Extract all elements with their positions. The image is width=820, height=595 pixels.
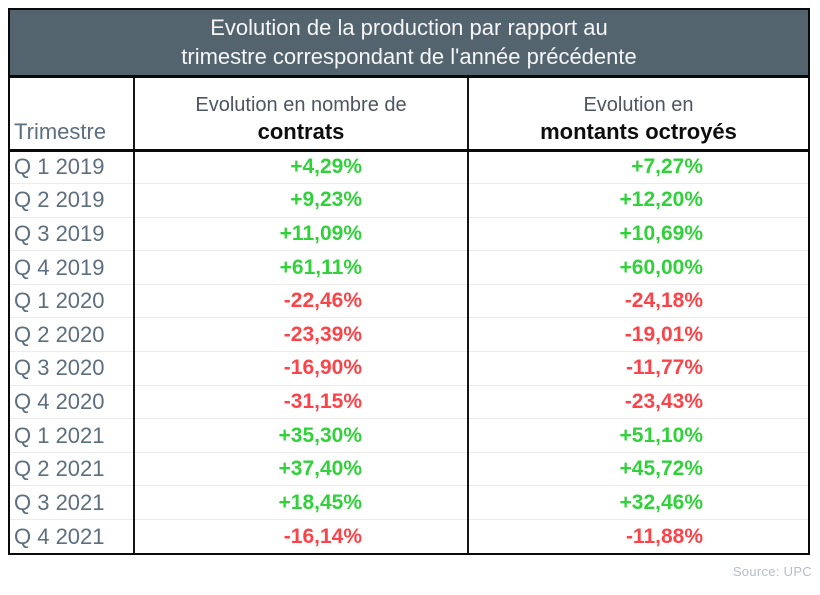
contrats-value-cell: +9,23% bbox=[133, 183, 468, 218]
contrats-value-cell: +37,40% bbox=[133, 451, 468, 486]
table-row: Q 1 2019 +4,29% +7,27% bbox=[10, 150, 808, 184]
trimestre-cell: Q 3 2021 bbox=[10, 485, 134, 520]
contrats-value-cell: -16,90% bbox=[133, 351, 468, 386]
trimestre-cell: Q 4 2019 bbox=[10, 250, 134, 285]
trimestre-cell: Q 4 2020 bbox=[10, 384, 134, 419]
column-header-montants-bold: montants octroyés bbox=[540, 118, 737, 144]
contrats-value-cell: +4,29% bbox=[133, 150, 468, 184]
contrats-value-cell: +61,11% bbox=[133, 250, 468, 285]
contrats-value-cell: -22,46% bbox=[133, 283, 468, 318]
montants-value-cell: +51,10% bbox=[467, 418, 808, 453]
table-title-line1: Evolution de la production par rapport a… bbox=[210, 15, 608, 40]
montants-value-cell: -24,18% bbox=[467, 283, 808, 318]
table-row: Q 1 2020 -22,46% -24,18% bbox=[10, 283, 808, 318]
montants-value-cell: -23,43% bbox=[467, 384, 808, 419]
column-header-montants-top: Evolution en bbox=[583, 93, 694, 116]
column-header-contrats-top: Evolution en nombre de bbox=[195, 93, 407, 116]
table-row: Q 3 2019 +11,09% +10,69% bbox=[10, 216, 808, 251]
column-header-trimestre: Trimestre bbox=[10, 78, 134, 152]
montants-value-cell: +60,00% bbox=[467, 250, 808, 285]
montants-value-cell: +10,69% bbox=[467, 216, 808, 251]
table-row: Q 2 2019 +9,23% +12,20% bbox=[10, 183, 808, 218]
contrats-value-cell: -16,14% bbox=[133, 519, 468, 554]
contrats-value-cell: +35,30% bbox=[133, 418, 468, 453]
trimestre-cell: Q 3 2020 bbox=[10, 351, 134, 386]
evolution-table: Trimestre Evolution en nombre de contrat… bbox=[10, 78, 808, 554]
trimestre-cell: Q 4 2021 bbox=[10, 519, 134, 554]
contrats-value-cell: +11,09% bbox=[133, 216, 468, 251]
contrats-value-cell: -31,15% bbox=[133, 384, 468, 419]
trimestre-cell: Q 1 2019 bbox=[14, 154, 105, 180]
montants-value-cell: +12,20% bbox=[467, 183, 808, 218]
table-row: Q 4 2019 +61,11% +60,00% bbox=[10, 250, 808, 285]
table-row: Q 3 2021 +18,45% +32,46% bbox=[10, 485, 808, 520]
trimestre-cell: Q 2 2021 bbox=[10, 451, 134, 486]
table-row: Q 3 2020 -16,90% -11,77% bbox=[10, 351, 808, 386]
table-row: Q 1 2021 +35,30% +51,10% bbox=[10, 418, 808, 453]
trimestre-cell: Q 1 2020 bbox=[10, 283, 134, 318]
column-header-contrats: Evolution en nombre de contrats bbox=[133, 78, 468, 152]
table-row: Q 4 2021 -16,14% -11,88% bbox=[10, 519, 808, 554]
header-row: Trimestre Evolution en nombre de contrat… bbox=[10, 78, 808, 152]
trimestre-cell: Q 2 2019 bbox=[10, 183, 134, 218]
table-title: Evolution de la production par rapport a… bbox=[10, 10, 808, 78]
montants-value-cell: -11,88% bbox=[467, 519, 808, 554]
contrats-value-cell: +18,45% bbox=[133, 485, 468, 520]
source-caption: Source: UPC bbox=[732, 564, 812, 579]
table-body: Q 1 2019 +4,29% +7,27% Q 2 2019 +9,23% +12,20… bbox=[10, 150, 808, 554]
table-row: Q 2 2020 -23,39% -19,01% bbox=[10, 317, 808, 352]
table-title-line2: trimestre correspondant de l'année précé… bbox=[181, 44, 637, 69]
trimestre-cell: Q 2 2020 bbox=[10, 317, 134, 352]
montants-value-cell: +45,72% bbox=[467, 451, 808, 486]
contrats-value-cell: -23,39% bbox=[133, 317, 468, 352]
table-row: Q 2 2021 +37,40% +45,72% bbox=[10, 451, 808, 486]
trimestre-cell: Q 1 2021 bbox=[10, 418, 134, 453]
column-header-montants: Evolution en montants octroyés bbox=[467, 78, 808, 152]
trimestre-cell: Q 3 2019 bbox=[10, 216, 134, 251]
production-evolution-table: Evolution de la production par rapport a… bbox=[8, 8, 810, 556]
montants-value-cell: -19,01% bbox=[467, 317, 808, 352]
table-row: Q 4 2020 -31,15% -23,43% bbox=[10, 384, 808, 419]
montants-value-cell: -11,77% bbox=[467, 351, 808, 386]
montants-value-cell: +7,27% bbox=[467, 150, 808, 184]
montants-value-cell: +32,46% bbox=[467, 485, 808, 520]
column-header-contrats-bold: contrats bbox=[257, 118, 345, 144]
